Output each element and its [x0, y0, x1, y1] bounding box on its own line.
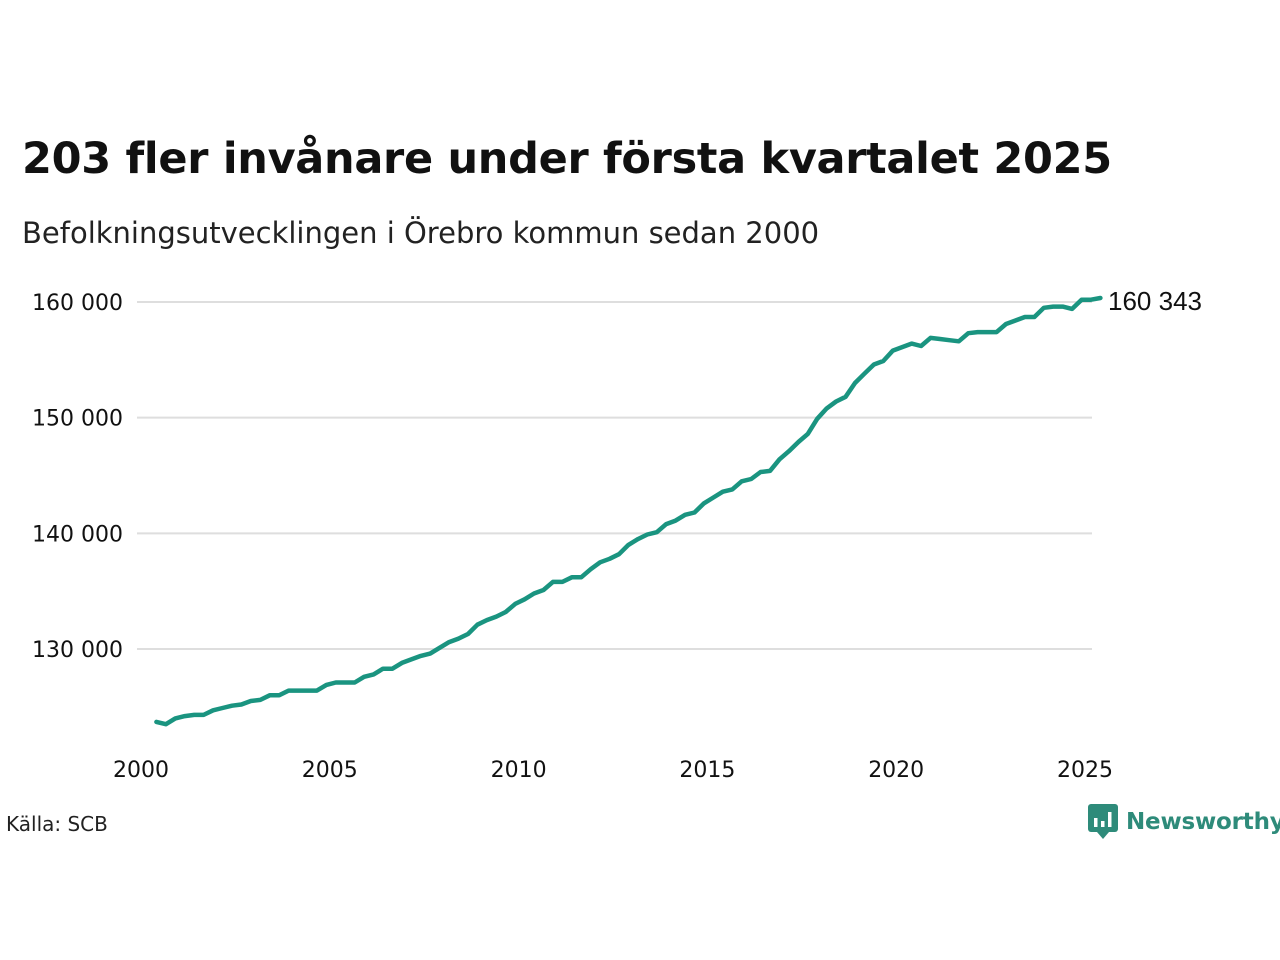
- x-tick-label: 2010: [491, 758, 547, 783]
- newsworthy-logo-icon: [1088, 804, 1118, 839]
- y-tick-label: 150 000: [32, 407, 123, 432]
- gridlines: [137, 301, 1092, 650]
- x-tick-label: 2020: [868, 758, 924, 783]
- brand-logo[interactable]: Newsworthy: [1088, 804, 1280, 840]
- y-tick-label: 140 000: [32, 522, 123, 547]
- chart-title: 203 fler invånare under första kvartalet…: [22, 134, 1112, 184]
- x-tick-label: 2005: [302, 758, 358, 783]
- source-note: Källa: SCB: [6, 812, 108, 836]
- y-axis: 130 000 140 000 150 000 160 000: [32, 291, 123, 663]
- x-tick-label: 2015: [679, 758, 735, 783]
- brand-name: Newsworthy: [1126, 809, 1280, 835]
- population-series-line: [154, 295, 1103, 727]
- chart-subtitle: Befolkningsutvecklingen i Örebro kommun …: [22, 216, 820, 250]
- end-value-label: 160 343: [1108, 286, 1202, 316]
- x-tick-label: 2025: [1057, 758, 1113, 783]
- series-layer: [154, 295, 1103, 727]
- y-tick-label: 130 000: [32, 638, 123, 663]
- x-tick-label: 2000: [113, 758, 169, 783]
- x-axis: 2000 2005 2010 2015 2020 2025: [113, 758, 1113, 783]
- y-tick-label: 160 000: [32, 291, 123, 316]
